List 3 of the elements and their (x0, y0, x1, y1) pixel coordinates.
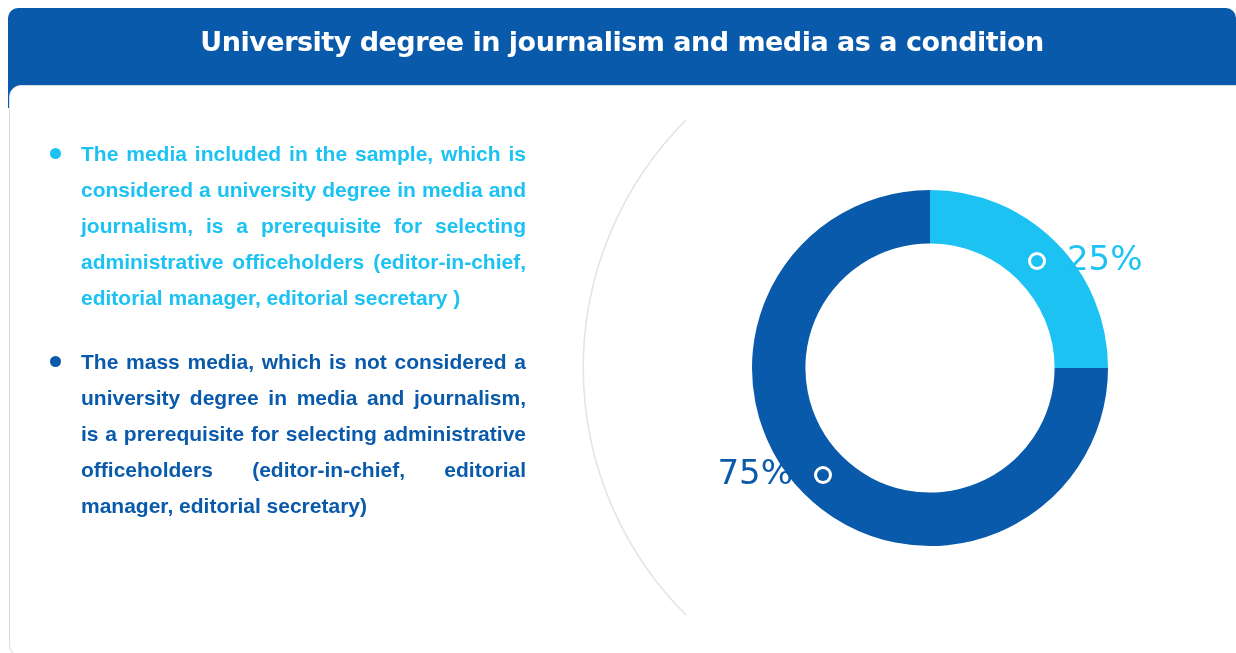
legend-label: The media included in the sample, which is considered a university degree in media and journalism, is a prerequisite for selecting administrative officeholders (editor-in-chief, editorial manager, editorial secretary ) (81, 141, 526, 311)
legend-label: The mass media, which is not considered a university degree in media and journalism, is a prerequisite for selecting administrative officeholders (editor-in-chief, editorial manager, editorial secretary) (81, 349, 526, 519)
chart-title: University degree in journalism and media as a condition (199, 26, 1045, 57)
